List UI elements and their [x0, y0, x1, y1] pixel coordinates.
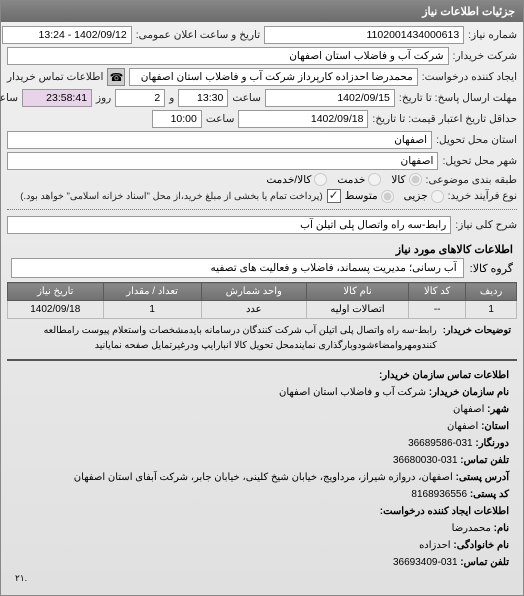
treasury-checkbox[interactable] — [327, 189, 341, 203]
cell-code: -- — [409, 301, 466, 319]
contact-btn-label: اطلاعات تماس خریدار — [7, 71, 103, 83]
state-field: اصفهان — [7, 131, 432, 149]
col-qty: تعداد / مقدار — [103, 283, 201, 301]
title-field: رابط-سه راه واتصال پلی اتیلن آب — [7, 216, 451, 234]
desc-text: رابط-سه راه واتصال پلی اتیلن آب شرکت کنن… — [13, 323, 437, 353]
countdown-field: 23:58:41 — [22, 89, 92, 107]
buyer-field: شرکت آب و فاضلاب استان اصفهان — [7, 47, 449, 65]
deadline-time-field: 13:30 — [178, 89, 228, 107]
buyer-label: شرکت خریدار: — [453, 50, 517, 62]
time-label-1: ساعت — [232, 92, 261, 104]
contact-section: اطلاعات تماس سازمان خریدار: نام سازمان خ… — [7, 363, 517, 590]
panel-title: جزئیات اطلاعات نیاز — [1, 1, 523, 22]
time-label-2: ساعت — [206, 113, 235, 125]
creator-field: محمدرضا احدزاده کارپرداز شرکت آب و فاضلا… — [129, 68, 417, 86]
deadline-label: مهلت ارسال پاسخ: تا تاریخ: — [399, 92, 517, 104]
days-label: روز — [96, 92, 111, 104]
group-field: آب رسانی؛ مدیریت پسماند، فاضلاب و فعالیت… — [11, 258, 464, 278]
and-label: و — [169, 92, 174, 104]
cell-row: 1 — [466, 301, 517, 319]
valid-time-field: 10:00 — [152, 110, 202, 128]
valid-label: حداقل تاریخ اعتبار قیمت: تا تاریخ: — [372, 113, 517, 125]
cell-name: اتصالات اولیه — [306, 301, 408, 319]
radio-service[interactable]: خدمت — [337, 173, 381, 186]
proc-radio-group: جزیی متوسط — [345, 190, 444, 203]
cell-qty: 1 — [103, 301, 201, 319]
cell-unit: عدد — [201, 301, 306, 319]
desc-label: توضیحات خریدار: — [443, 323, 511, 353]
req-no-field: 1102001434000613 — [264, 26, 464, 44]
cell-date: 1402/09/18 — [8, 301, 104, 319]
requester-header: اطلاعات ایجاد کننده درخواست: — [380, 506, 509, 517]
footer-code: .۲۱ — [15, 571, 509, 586]
creator-label: ایجاد کننده درخواست: — [422, 71, 517, 83]
deadline-date-field: 1402/09/15 — [265, 89, 395, 107]
contact-info-button[interactable]: ☎ — [107, 68, 125, 86]
valid-date-field: 1402/09/18 — [238, 110, 368, 128]
col-date: تاریخ نیاز — [8, 283, 104, 301]
col-row: ردیف — [466, 283, 517, 301]
class-radio-group: کالا خدمت کالا/خدمت — [266, 173, 421, 186]
ann-label: تاریخ و ساعت اعلان عمومی: — [136, 29, 260, 41]
city-label: شهر محل تحویل: — [442, 155, 517, 167]
table-row[interactable]: 1 -- اتصالات اولیه عدد 1 1402/09/18 — [8, 301, 517, 319]
city-field: اصفهان — [7, 152, 438, 170]
proc-label: نوع فرآیند خرید: — [448, 190, 517, 202]
req-no-label: شماره نیاز: — [468, 29, 517, 41]
title-label: شرح کلی نیاز: — [455, 219, 517, 231]
group-label: گروه کالا: — [470, 262, 513, 275]
radio-min[interactable]: جزیی — [404, 190, 444, 203]
ann-field: 1402/09/12 - 13:24 — [2, 26, 132, 44]
class-label: طبقه بندی موضوعی: — [426, 174, 517, 186]
col-unit: واحد شمارش — [201, 283, 306, 301]
state-label: استان محل تحویل: — [436, 134, 517, 146]
days-field: 2 — [115, 89, 165, 107]
goods-table: ردیف کد کالا نام کالا واحد شمارش تعداد /… — [7, 282, 517, 319]
proc-note: (پرداخت تمام یا بخشی از مبلغ خرید،از محل… — [20, 191, 322, 202]
radio-goods[interactable]: کالا — [391, 173, 421, 186]
col-code: کد کالا — [409, 283, 466, 301]
col-name: نام کالا — [306, 283, 408, 301]
remain-label: ساعت باقی مانده — [0, 92, 18, 104]
radio-med[interactable]: متوسط — [345, 190, 394, 203]
radio-both[interactable]: کالا/خدمت — [266, 173, 327, 186]
contact-header: اطلاعات تماس سازمان خریدار: — [379, 370, 509, 381]
goods-section-header: اطلاعات کالاهای مورد نیاز — [7, 237, 517, 258]
